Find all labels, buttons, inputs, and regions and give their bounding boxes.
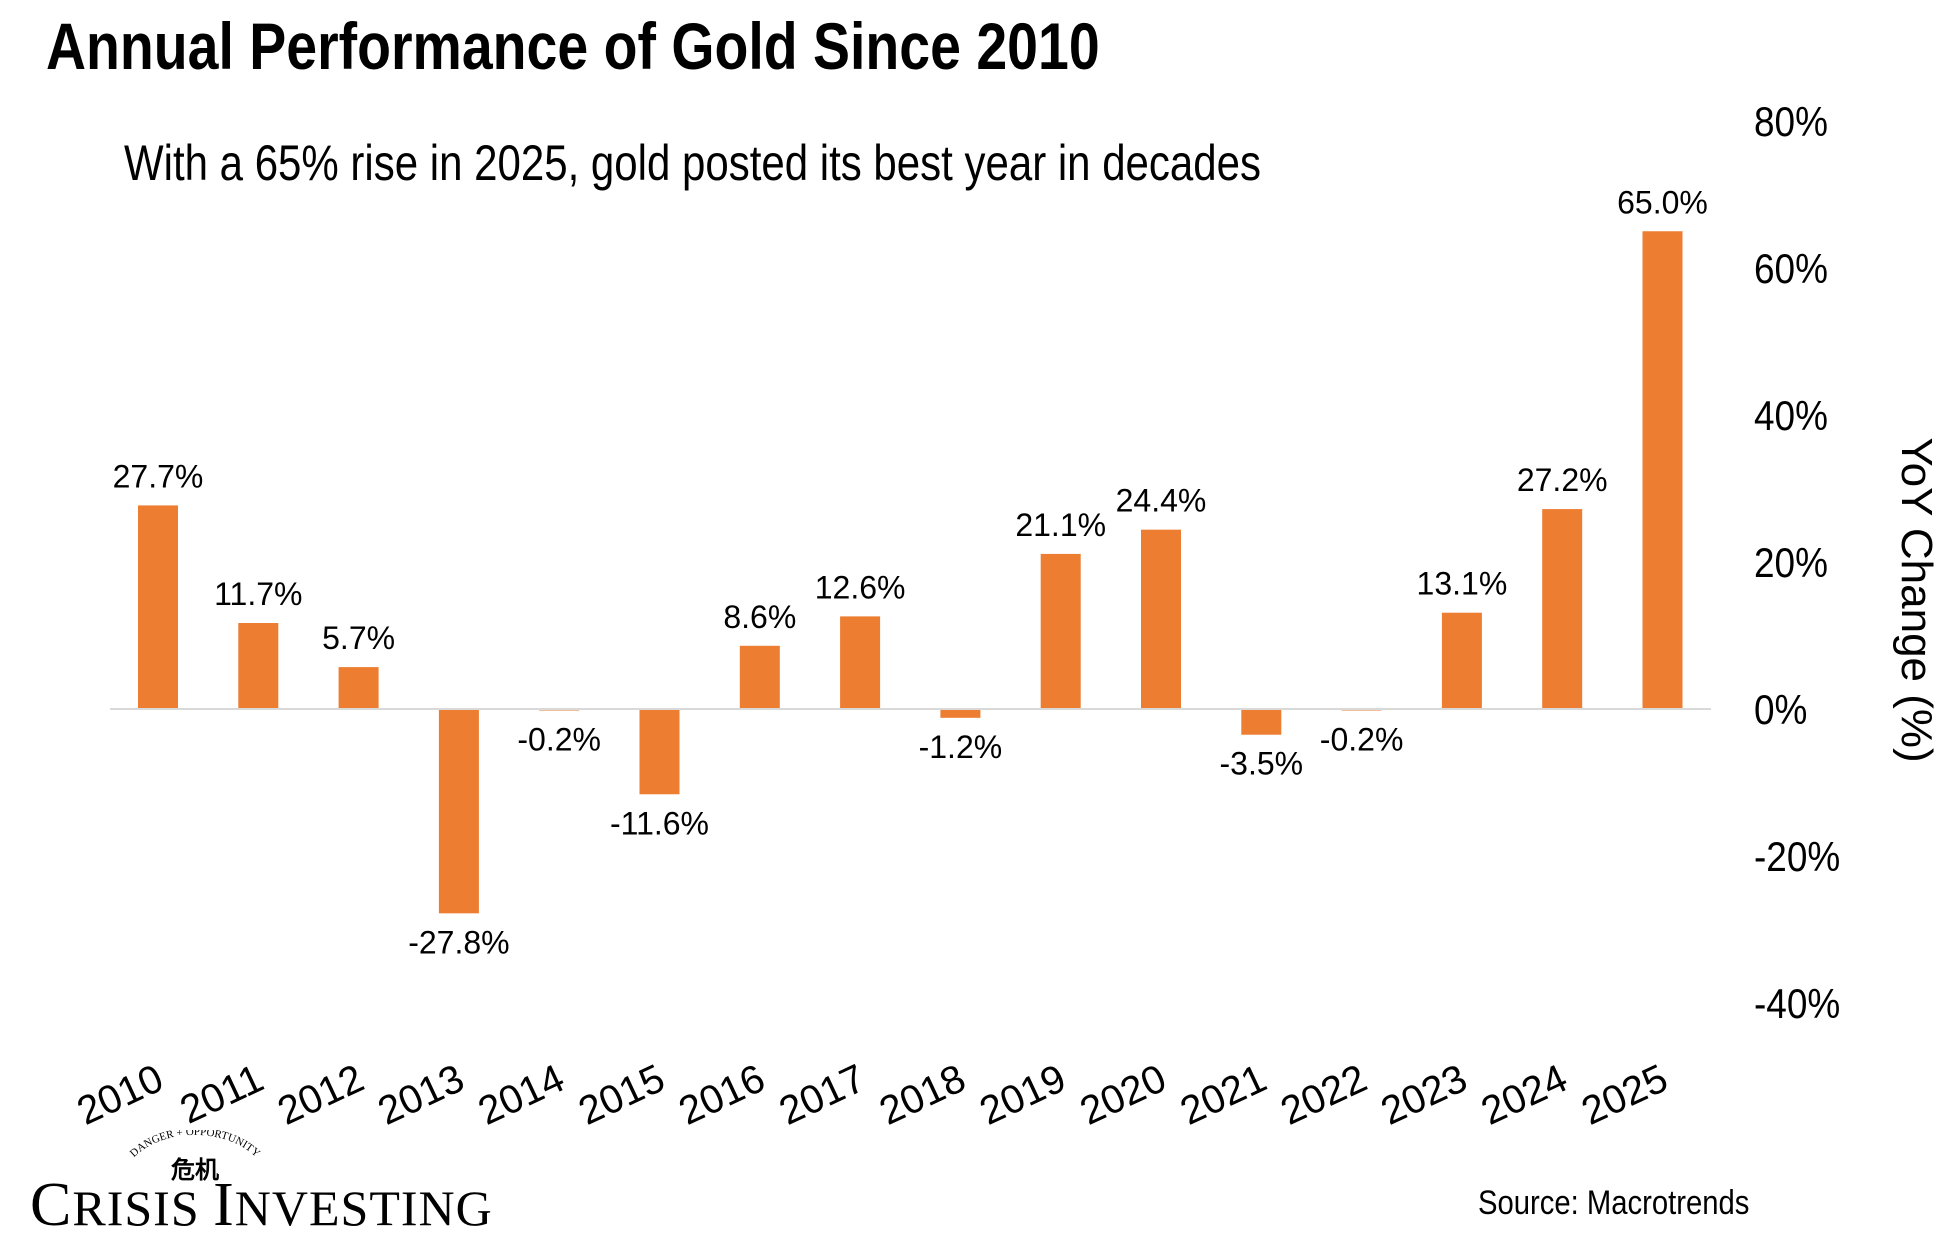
- bar-2016: [739, 645, 780, 709]
- x-tick-label-2013: 2013: [371, 1056, 470, 1133]
- x-tick-label-2015: 2015: [572, 1056, 671, 1133]
- x-axis-ticks: 2010 2011 2012 2013 2014 2015 2016 2017 2018 2019…: [71, 1056, 1675, 1133]
- bars-group: [138, 231, 1683, 914]
- x-tick-label-2022: 2022: [1274, 1056, 1373, 1133]
- data-label-2017: 12.6%: [815, 569, 906, 605]
- data-label-2013: -27.8%: [408, 924, 509, 960]
- svg-text:危机: 危机: [171, 1156, 219, 1184]
- bar-2018: [940, 709, 981, 718]
- y-tick-label: 20%: [1754, 540, 1828, 587]
- data-label-2021: -3.5%: [1220, 746, 1304, 782]
- data-labels-group: 27.7% 11.7% 5.7% -27.8% -0.2% -11.6% 8.6% 12.6%…: [113, 184, 1708, 960]
- bar-2020: [1141, 529, 1181, 709]
- x-tick-label-2016: 2016: [672, 1056, 771, 1133]
- data-label-2024: 27.2%: [1517, 462, 1608, 498]
- y-axis-ticks: 80% 60% 40% 20% 0% -20% -40%: [1754, 99, 1840, 1028]
- bar-2011: [238, 623, 279, 709]
- x-tick-label-2020: 2020: [1074, 1056, 1173, 1133]
- x-tick-label-2011: 2011: [174, 1056, 271, 1132]
- data-label-2014: -0.2%: [517, 721, 601, 757]
- y-tick-label: 40%: [1754, 393, 1828, 440]
- data-label-2025: 65.0%: [1617, 184, 1708, 220]
- source-note: Source: Macrotrends: [1478, 1184, 1750, 1222]
- data-label-2023: 13.1%: [1417, 566, 1508, 602]
- y-tick-label: -40%: [1754, 981, 1840, 1028]
- bar-2021: [1241, 709, 1282, 735]
- bar-2023: [1441, 612, 1482, 709]
- x-tick-label-2021: 2021: [1174, 1056, 1273, 1133]
- bar-2019: [1040, 553, 1081, 709]
- x-tick-label-2023: 2023: [1374, 1056, 1473, 1133]
- data-label-2016: 8.6%: [723, 599, 796, 635]
- x-tick-label-2014: 2014: [472, 1056, 571, 1133]
- bar-2025: [1642, 231, 1683, 709]
- data-label-2010: 27.7%: [113, 458, 204, 494]
- bar-2024: [1542, 509, 1583, 709]
- bar-2017: [840, 616, 881, 709]
- y-tick-label: 60%: [1754, 246, 1828, 293]
- bar-2015: [639, 709, 680, 795]
- data-label-2019: 21.1%: [1015, 507, 1106, 543]
- data-label-2011: 11.7%: [214, 576, 302, 612]
- logo-arc: DANGER + OPPORTUNITY 危机: [128, 1130, 263, 1184]
- x-tick-label-2024: 2024: [1475, 1056, 1574, 1133]
- bar-2013: [438, 709, 479, 914]
- bar-2010: [138, 505, 178, 709]
- x-tick-label-2012: 2012: [271, 1056, 370, 1133]
- data-label-2020: 24.4%: [1116, 483, 1207, 519]
- chart-title: Annual Performance of Gold Since 2010: [46, 9, 1100, 83]
- data-label-2018: -1.2%: [919, 729, 1003, 765]
- y-tick-label: 80%: [1754, 99, 1828, 146]
- x-tick-label-2018: 2018: [873, 1056, 972, 1133]
- data-label-2012: 5.7%: [322, 620, 395, 656]
- x-tick-label-2025: 2025: [1575, 1056, 1674, 1133]
- data-label-2022: -0.2%: [1320, 721, 1404, 757]
- x-tick-label-2010: 2010: [71, 1056, 170, 1133]
- x-tick-label-2019: 2019: [973, 1056, 1072, 1133]
- bar-2012: [338, 667, 379, 709]
- data-label-2015: -11.6%: [610, 805, 709, 841]
- y-axis-title: YoY Change (%): [1892, 437, 1941, 762]
- logo-text: CRISIS INVESTING: [30, 1171, 493, 1239]
- chart-subtitle: With a 65% rise in 2025, gold posted its…: [124, 135, 1262, 191]
- x-tick-label-2017: 2017: [773, 1056, 872, 1133]
- y-tick-label: -20%: [1754, 834, 1840, 881]
- y-tick-label: 0%: [1754, 687, 1807, 734]
- crisis-investing-logo: DANGER + OPPORTUNITY 危机 CRISIS INVESTING: [30, 1130, 492, 1239]
